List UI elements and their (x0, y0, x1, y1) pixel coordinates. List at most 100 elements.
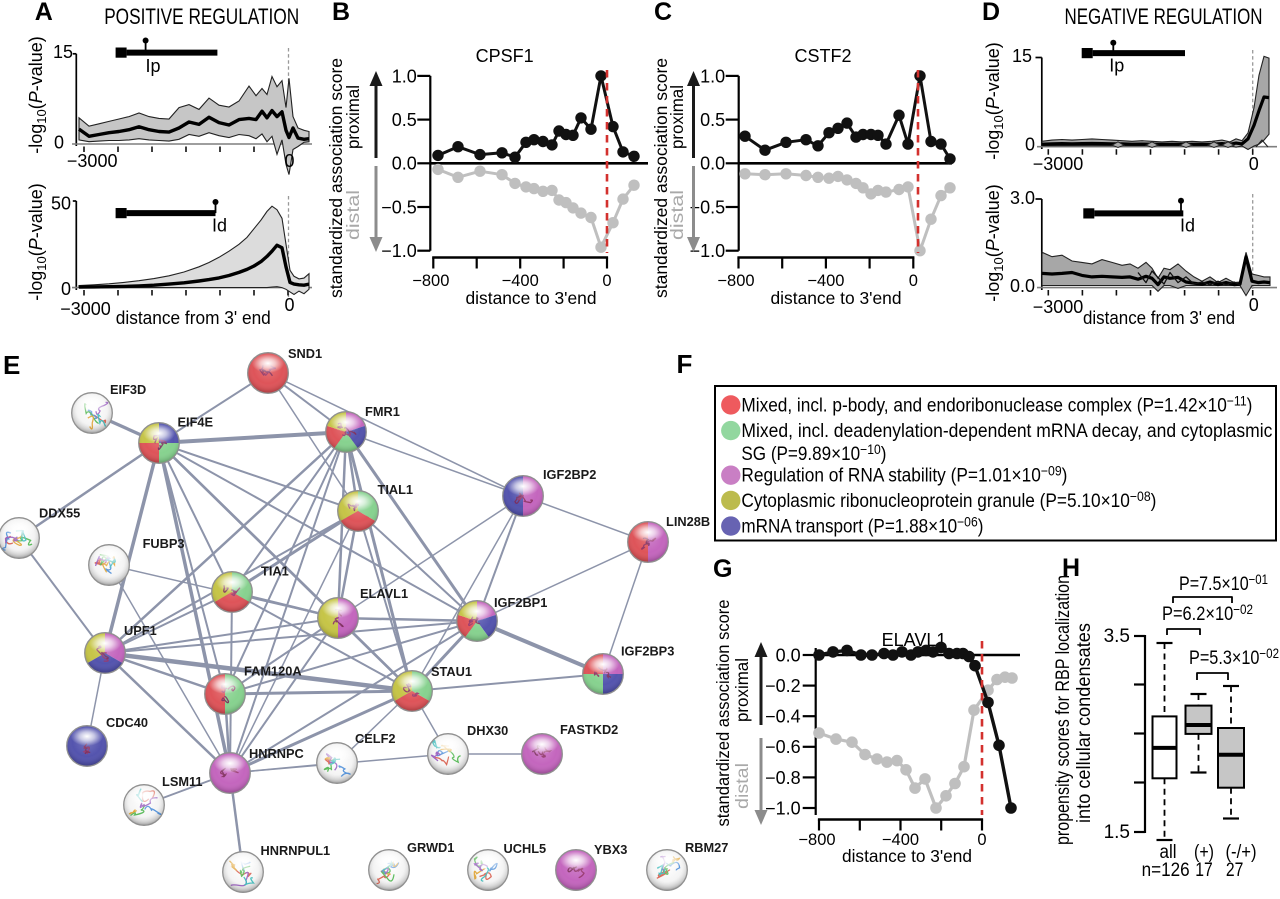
svg-text:n=126: n=126 (1142, 860, 1190, 881)
svg-text:DDX55: DDX55 (39, 506, 80, 521)
svg-text:standardized association score: standardized association score (651, 58, 671, 298)
svg-text:−800: −800 (798, 831, 835, 849)
svg-text:distance to 3'end: distance to 3'end (466, 288, 597, 308)
svg-text:Id: Id (212, 216, 227, 236)
svg-text:Ip: Ip (146, 56, 161, 76)
svg-text:RBM27: RBM27 (685, 840, 728, 855)
svg-text:−3000: −3000 (1033, 297, 1084, 317)
svg-text:0.0: 0.0 (1010, 276, 1035, 296)
svg-text:CDC40: CDC40 (106, 715, 148, 730)
svg-text:proximal: proximal (343, 85, 363, 149)
svg-text:-log10(P-value): -log10(P-value) (983, 184, 1006, 302)
svg-text:0: 0 (61, 279, 71, 299)
svg-text:−0.6: −0.6 (765, 737, 801, 757)
svg-text:D: D (982, 0, 1000, 26)
svg-text:UCHL5: UCHL5 (504, 841, 547, 856)
svg-text:FASTKD2: FASTKD2 (560, 722, 618, 737)
svg-text:F: F (677, 349, 693, 379)
svg-text:0.0: 0.0 (776, 645, 801, 665)
svg-text:mRNA transport (P=1.88×10−06): mRNA transport (P=1.88×10−06) (741, 515, 983, 538)
svg-text:POSITIVE REGULATION: POSITIVE REGULATION (104, 4, 299, 29)
svg-text:A: A (35, 0, 53, 26)
svg-text:into cellular condensates: into cellular condensates (1074, 623, 1095, 823)
svg-text:−400: −400 (882, 831, 919, 849)
svg-text:Cytoplasmic ribonucleoprotein: Cytoplasmic ribonucleoprotein granule (P… (741, 489, 1156, 512)
svg-text:Id: Id (1180, 216, 1195, 236)
svg-text:0: 0 (977, 831, 986, 849)
svg-text:H: H (1062, 554, 1080, 582)
svg-text:STAU1: STAU1 (431, 664, 472, 679)
svg-text:-log10(P-value): -log10(P-value) (26, 36, 49, 154)
svg-text:standardized association score: standardized association score (713, 600, 733, 827)
svg-text:HNRNPC: HNRNPC (249, 746, 304, 761)
svg-text:GRWD1: GRWD1 (407, 840, 454, 855)
svg-text:50: 50 (51, 194, 71, 214)
svg-text:0: 0 (1249, 295, 1259, 315)
svg-text:−0.8: −0.8 (765, 768, 801, 788)
svg-text:LSM11: LSM11 (162, 774, 203, 789)
svg-text:all: all (1160, 842, 1177, 863)
svg-text:distal: distal (667, 190, 687, 240)
svg-text:0: 0 (284, 295, 294, 315)
svg-text:CELF2: CELF2 (355, 731, 396, 746)
svg-text:−1.0: −1.0 (690, 241, 726, 261)
svg-text:FUBP3: FUBP3 (143, 536, 185, 551)
svg-text:0: 0 (1025, 135, 1035, 155)
svg-text:proximal: proximal (667, 85, 687, 149)
svg-text:P=6.2×10−02: P=6.2×10−02 (1162, 602, 1253, 625)
svg-text:−800: −800 (717, 272, 754, 290)
svg-text:distance from 3' end: distance from 3' end (1083, 308, 1235, 328)
svg-text:proximal: proximal (732, 658, 752, 722)
svg-text:G: G (713, 555, 732, 583)
svg-text:0.0: 0.0 (700, 154, 725, 174)
svg-text:−800: −800 (412, 272, 449, 290)
svg-text:0: 0 (909, 272, 918, 290)
svg-text:−400: −400 (807, 272, 844, 290)
svg-text:1.5: 1.5 (1104, 822, 1130, 843)
svg-text:C: C (654, 0, 672, 26)
svg-text:FMR1: FMR1 (365, 404, 400, 419)
svg-text:distal: distal (343, 190, 363, 240)
svg-text:0: 0 (54, 133, 64, 153)
svg-text:−400: −400 (502, 272, 539, 290)
svg-text:IGF2BP1: IGF2BP1 (494, 595, 547, 610)
svg-text:SND1: SND1 (288, 346, 322, 361)
svg-text:EIF3D: EIF3D (110, 382, 146, 397)
svg-text:−0.2: −0.2 (765, 676, 801, 696)
svg-text:0.5: 0.5 (392, 110, 417, 130)
svg-text:EIF4E: EIF4E (178, 415, 214, 430)
svg-text:0.0: 0.0 (392, 154, 417, 174)
svg-text:IGF2BP2: IGF2BP2 (543, 467, 596, 482)
svg-text:FAM120A: FAM120A (244, 664, 302, 679)
svg-text:−3000: −3000 (1033, 154, 1084, 174)
svg-text:TIAL1: TIAL1 (378, 482, 414, 497)
svg-text:27: 27 (1226, 860, 1244, 881)
svg-text:standardized association score: standardized association score (326, 58, 346, 298)
svg-text:0.5: 0.5 (700, 110, 725, 130)
svg-text:−0.5: −0.5 (690, 197, 726, 217)
svg-text:ELAVL1: ELAVL1 (360, 586, 408, 601)
svg-text:CSTF2: CSTF2 (794, 46, 851, 66)
svg-text:-log10(P-value): -log10(P-value) (26, 183, 49, 301)
svg-text:15: 15 (1012, 46, 1032, 66)
svg-text:17: 17 (1195, 860, 1213, 881)
svg-text:Ip: Ip (1109, 56, 1124, 76)
svg-text:B: B (332, 0, 350, 26)
svg-text:0: 0 (284, 151, 294, 171)
svg-text:ELAVL1: ELAVL1 (882, 630, 947, 650)
svg-text:Mixed, incl. deadenylation-dep: Mixed, incl. deadenylation-dependent mRN… (741, 421, 1272, 442)
svg-text:1.0: 1.0 (700, 66, 725, 86)
svg-text:distance to 3'end: distance to 3'end (771, 288, 902, 308)
svg-text:15: 15 (53, 42, 73, 62)
svg-text:Mixed, incl. p-body, and endor: Mixed, incl. p-body, and endoribonucleas… (741, 394, 1252, 417)
svg-text:distance from 3' end: distance from 3' end (116, 308, 271, 328)
svg-text:-log10(P-value): -log10(P-value) (983, 42, 1006, 160)
svg-text:UPF1: UPF1 (124, 623, 157, 638)
svg-text:YBX3: YBX3 (594, 842, 627, 857)
svg-text:0: 0 (1249, 154, 1259, 174)
svg-text:−3000: −3000 (60, 299, 111, 319)
svg-text:0: 0 (602, 272, 611, 290)
svg-text:−1.0: −1.0 (765, 798, 801, 818)
svg-text:LIN28B: LIN28B (666, 514, 710, 529)
svg-text:distal: distal (732, 763, 752, 809)
